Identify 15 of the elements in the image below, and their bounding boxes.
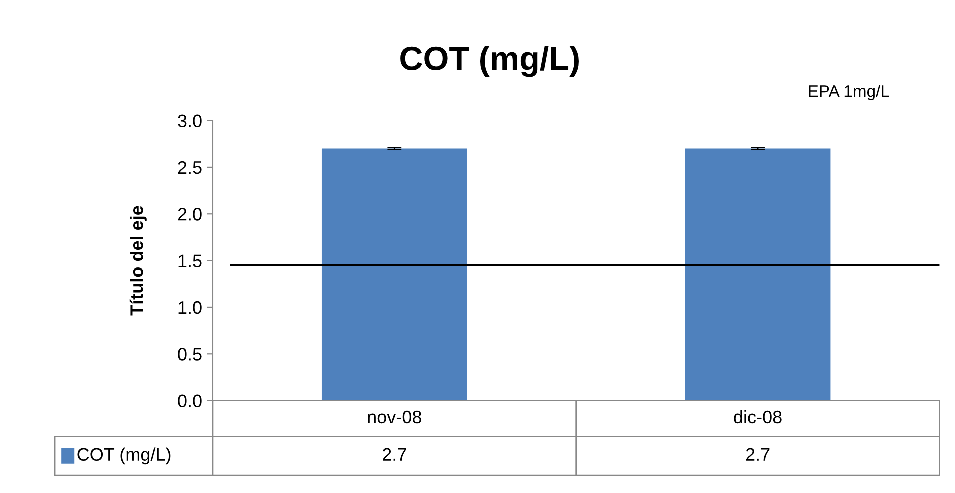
x-tick-label: nov-08 — [368, 410, 422, 424]
y-tick-label: 2.0 — [178, 208, 202, 221]
y-tick-label: 3.0 — [178, 114, 202, 128]
y-tick-label: 2.5 — [178, 161, 202, 174]
data-label: 2.7 — [746, 448, 770, 461]
y-axis-title: Título del eje — [130, 206, 147, 316]
data-label: 2.7 — [383, 448, 406, 461]
y-tick-label: 1.5 — [178, 254, 202, 268]
ref-line-label: EPA 1mg/L — [809, 85, 890, 101]
legend-label: COT (mg/L) — [78, 448, 171, 465]
y-tick-label: 1.0 — [178, 301, 202, 314]
chart-title: COT (mg/L) — [400, 46, 579, 78]
y-tick-label: 0.0 — [178, 394, 202, 408]
x-tick-label: dic-08 — [734, 410, 782, 424]
y-tick-label: 0.5 — [178, 348, 202, 361]
